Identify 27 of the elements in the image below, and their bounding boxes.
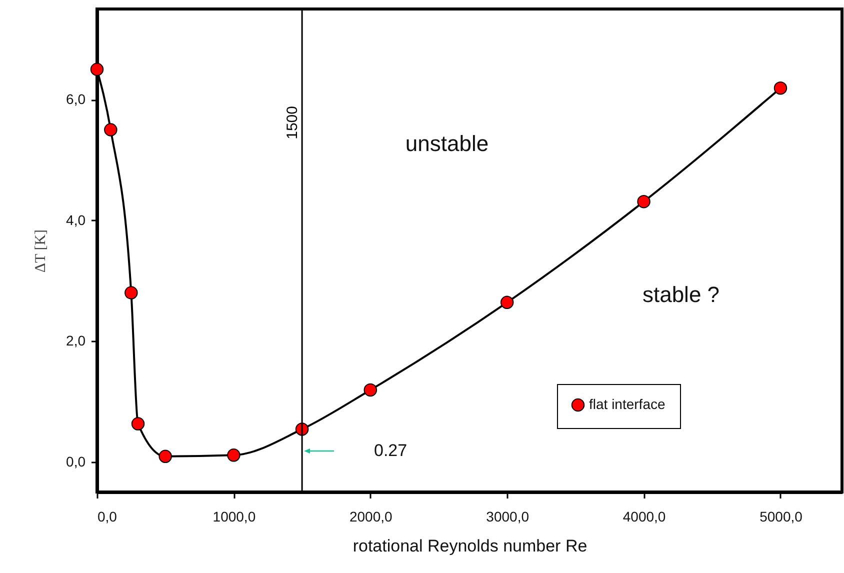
x-tick-label: 1000,0 xyxy=(212,508,256,524)
point xyxy=(131,417,145,430)
x-tick-label: 0,0 xyxy=(98,508,118,524)
point xyxy=(637,194,650,208)
point xyxy=(104,123,118,136)
point xyxy=(500,296,514,310)
annotation: unstable xyxy=(405,131,489,156)
point xyxy=(90,62,104,76)
x-tick-label: 2000,0 xyxy=(349,508,393,524)
x-axis-title: rotational Reynolds number Re xyxy=(352,536,588,556)
ref-line-label: 1500 xyxy=(284,106,302,140)
x-tick-label: 4000,0 xyxy=(622,508,666,524)
point xyxy=(364,383,378,397)
annotation: 0.27 xyxy=(374,441,408,460)
point xyxy=(158,450,172,463)
y-tick-label: 0,0 xyxy=(66,453,86,470)
point xyxy=(124,286,138,300)
y-tick-label: 6,0 xyxy=(66,91,86,108)
x-tick-label: 3000,0 xyxy=(486,508,530,524)
legend-label: flat interface xyxy=(589,396,666,412)
x-tick-label: 5000,0 xyxy=(760,508,803,524)
y-tick-label: 2,0 xyxy=(66,332,86,349)
y-axis-title: ΔT [K] xyxy=(33,229,50,273)
y-tick-label: 4,0 xyxy=(66,212,86,228)
annotation: stable ? xyxy=(642,282,720,307)
point xyxy=(774,81,788,95)
point xyxy=(227,448,240,462)
